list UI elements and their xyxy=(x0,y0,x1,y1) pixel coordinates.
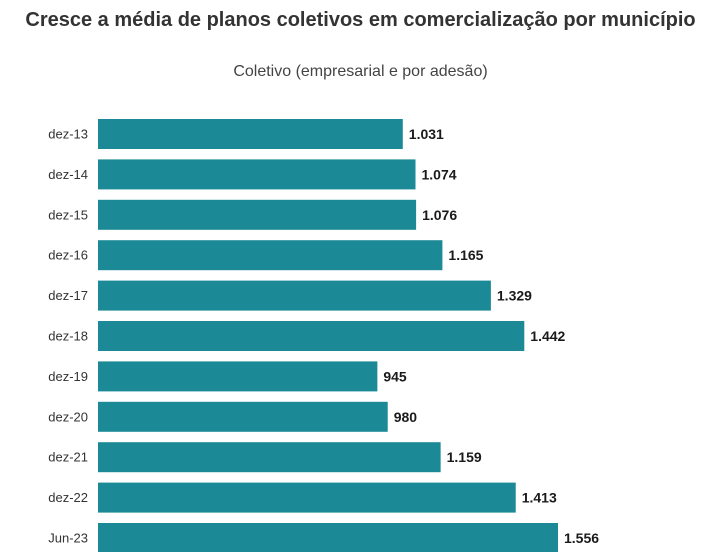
value-label: 980 xyxy=(394,409,418,425)
category-label: dez-18 xyxy=(48,329,88,344)
value-label: 1.031 xyxy=(409,126,444,142)
bar xyxy=(98,119,403,149)
value-label: 945 xyxy=(383,368,407,384)
value-label: 1.556 xyxy=(564,530,599,546)
bar xyxy=(98,401,388,432)
category-label: dez-17 xyxy=(48,288,88,303)
bar xyxy=(98,240,443,271)
value-label: 1.074 xyxy=(422,166,457,182)
chart-subtitle: Coletivo (empresarial e por adesão) xyxy=(233,63,488,80)
bar xyxy=(98,482,516,513)
bar xyxy=(98,442,441,473)
chart-title: Cresce a média de planos coletivos em co… xyxy=(25,9,696,31)
bar xyxy=(98,280,491,311)
bar xyxy=(98,523,558,552)
value-label: 1.165 xyxy=(448,247,483,263)
value-label: 1.076 xyxy=(422,207,457,223)
category-label: dez-15 xyxy=(48,207,88,222)
category-label: dez-14 xyxy=(48,167,88,182)
value-label: 1.159 xyxy=(447,449,482,465)
category-label: dez-16 xyxy=(48,248,88,263)
category-label: dez-22 xyxy=(48,490,88,505)
category-label: dez-13 xyxy=(48,127,88,142)
bar xyxy=(98,361,378,392)
bar xyxy=(98,199,417,230)
bar xyxy=(98,159,416,190)
category-label: dez-21 xyxy=(48,450,88,465)
bar xyxy=(98,321,525,351)
category-label: Jun-23 xyxy=(48,531,88,546)
value-label: 1.413 xyxy=(522,490,557,506)
value-label: 1.329 xyxy=(497,288,532,304)
value-label: 1.442 xyxy=(530,328,565,344)
category-label: dez-20 xyxy=(48,409,88,424)
category-label: dez-19 xyxy=(48,369,88,384)
